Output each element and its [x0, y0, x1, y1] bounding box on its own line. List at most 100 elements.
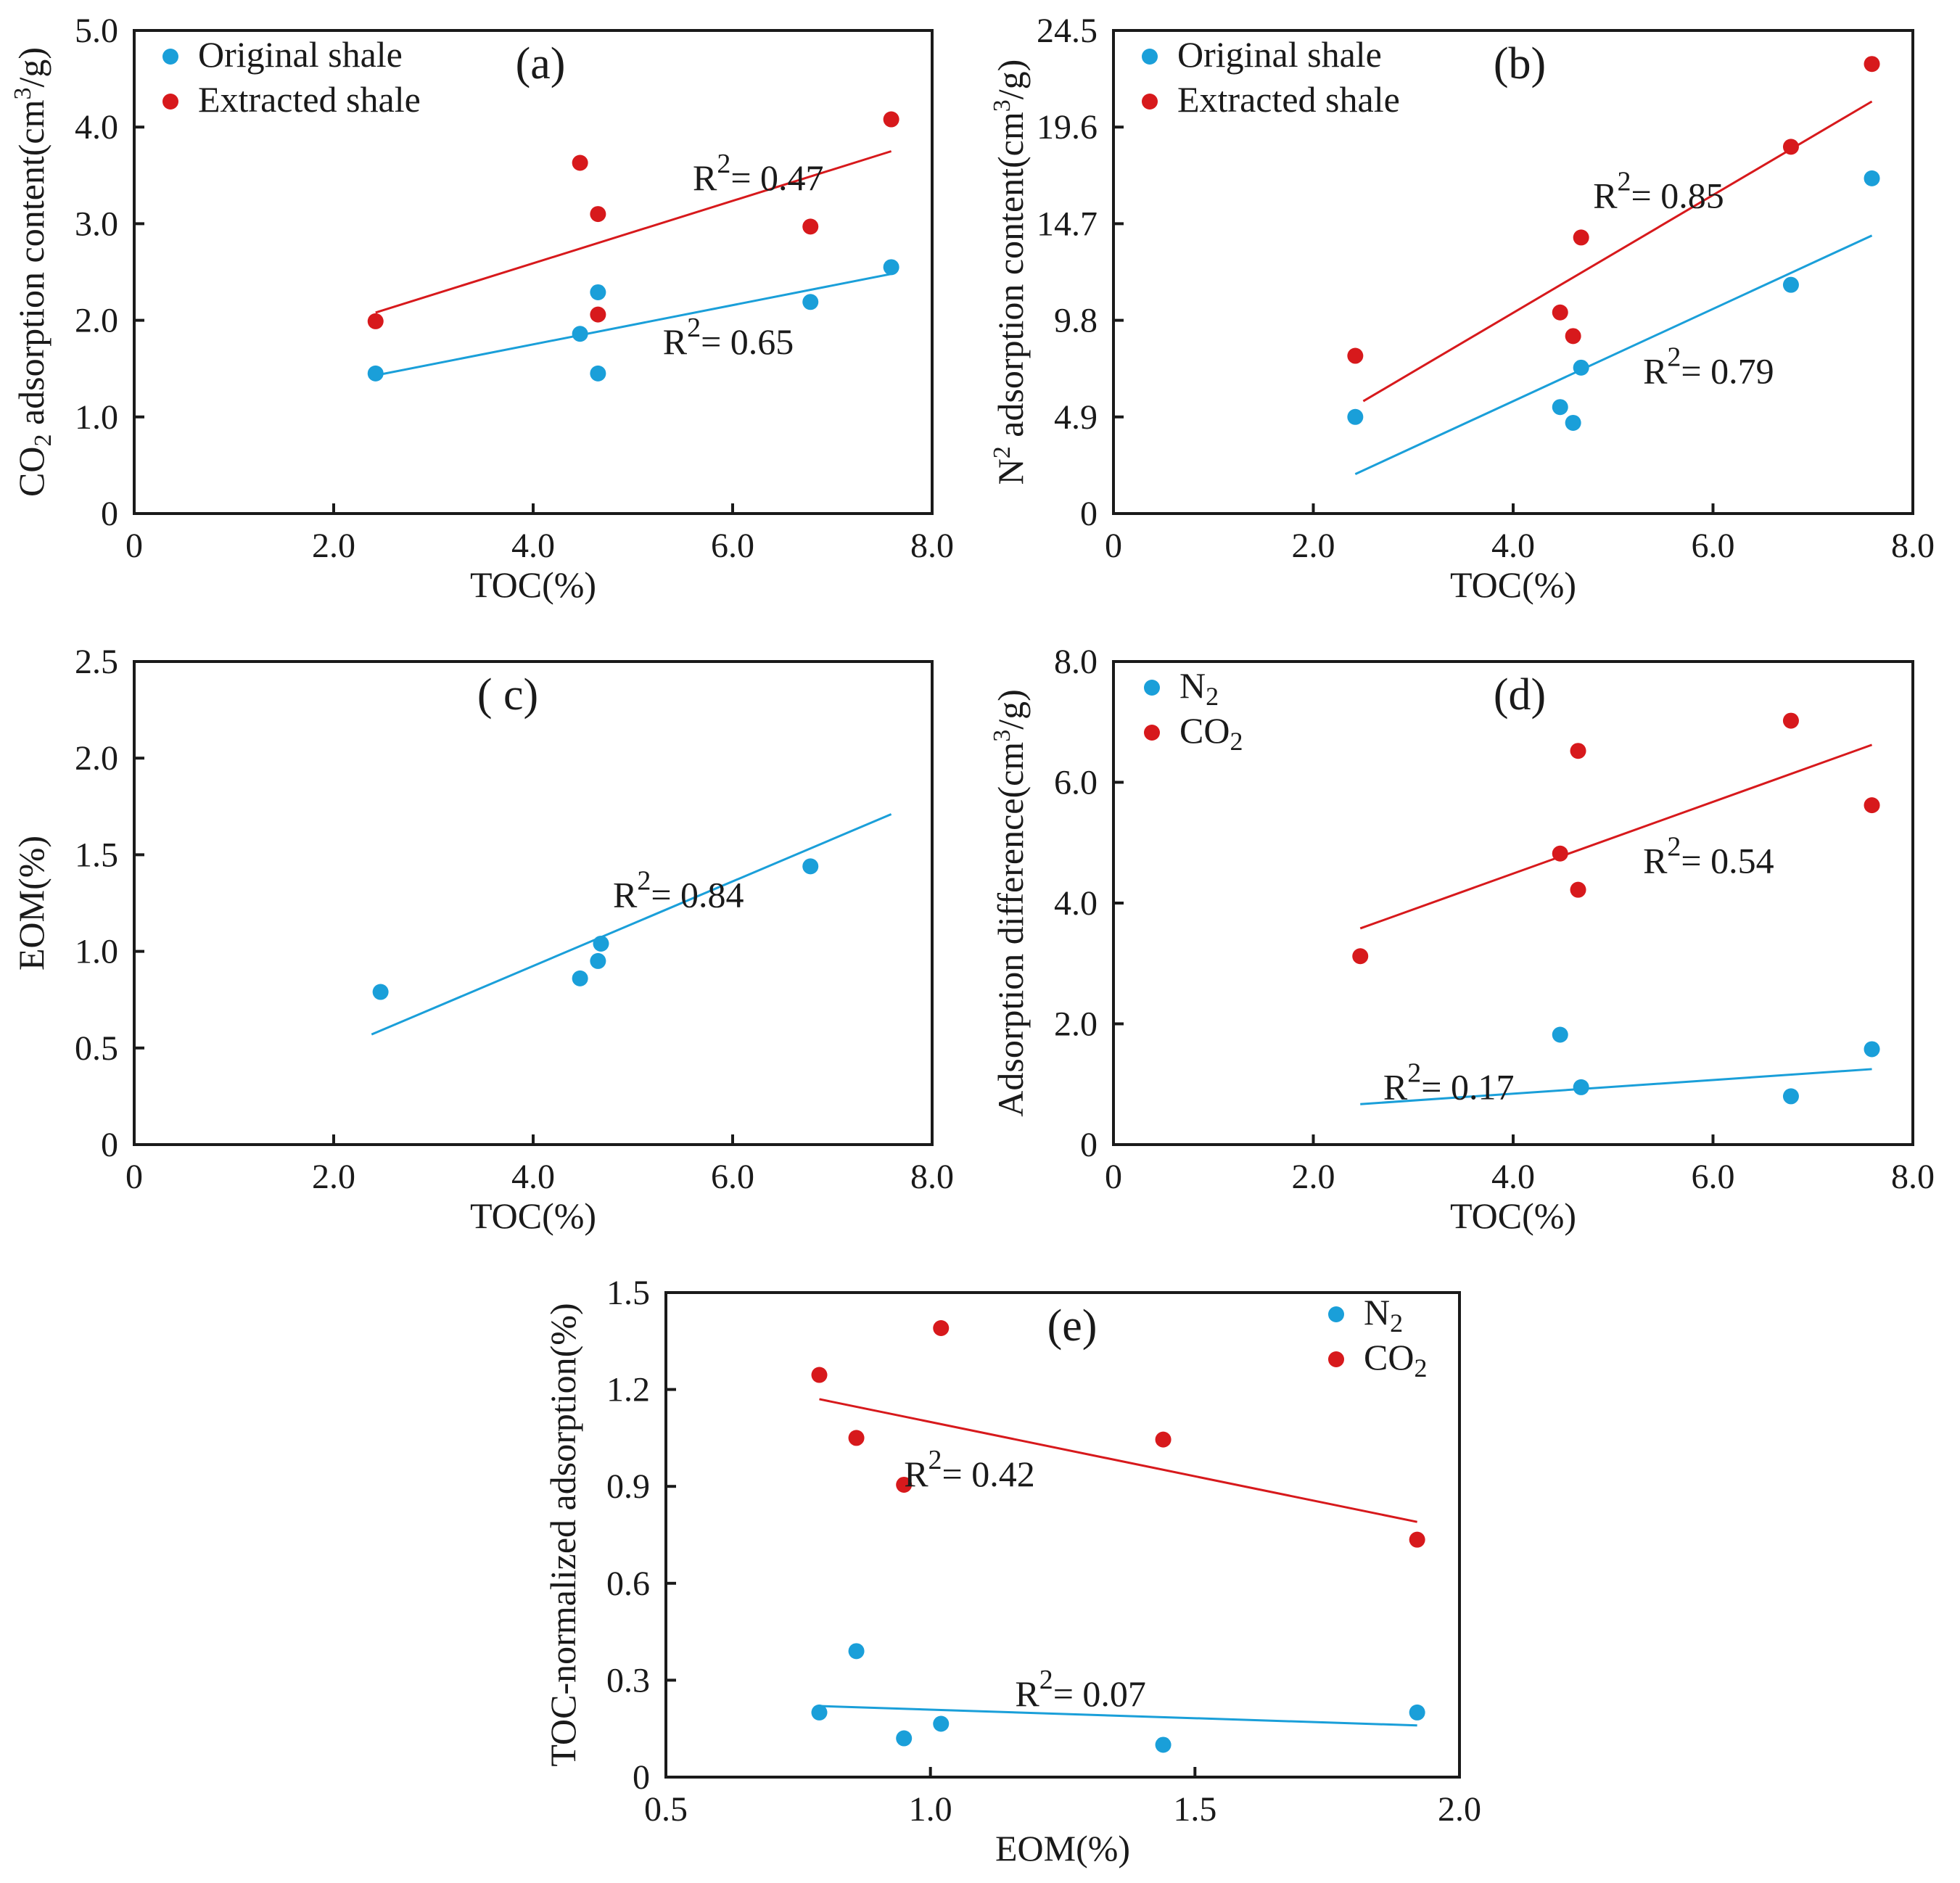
x-tick-label: 4.0	[511, 1158, 555, 1196]
y-tick-label: 1.5	[606, 1274, 650, 1312]
chart-panel-b: 0 2.0 4.0 6.0 8.0 0 4.9 9.8 14.7 19.6 24.5 TOC(%) N2…	[989, 12, 1935, 605]
fit-line-co2	[819, 1398, 1417, 1523]
data-point	[1782, 712, 1799, 729]
legend-marker	[1142, 94, 1158, 110]
plot-frame	[664, 1291, 1461, 1779]
data-point	[593, 935, 609, 952]
x-tick-label: 1.0	[909, 1790, 952, 1829]
data-point	[1565, 328, 1581, 345]
data-point	[896, 1730, 913, 1747]
data-point	[1864, 1041, 1880, 1058]
y-tick-label: 1.0	[75, 398, 118, 437]
y-tick-label: 4.9	[1054, 398, 1098, 437]
data-point	[1552, 399, 1568, 416]
legend-label: CO2	[1179, 710, 1243, 756]
data-point	[802, 294, 819, 310]
r-squared-label: R2= 0.42	[904, 1445, 1035, 1494]
data-point	[1155, 1736, 1172, 1753]
y-tick-label: 19.6	[1037, 108, 1098, 147]
data-point	[1570, 743, 1586, 759]
x-tick-label: 0	[125, 527, 143, 565]
legend-marker	[162, 49, 178, 65]
x-tick-label: 8.0	[1891, 527, 1935, 565]
data-point	[802, 218, 819, 235]
data-point	[590, 365, 606, 382]
y-tick-label: 4.0	[1054, 884, 1098, 923]
y-tick-label: 0.5	[75, 1029, 118, 1068]
legend-marker	[1144, 725, 1160, 741]
x-tick-label: 8.0	[910, 1158, 954, 1196]
y-axis-label: Adsorption difference(cm3/g)	[989, 689, 1031, 1117]
legend-label: CO2	[1364, 1337, 1427, 1383]
y-tick-label: 2.5	[75, 643, 118, 681]
x-tick-label: 8.0	[910, 527, 954, 565]
x-tick-label: 0	[125, 1158, 143, 1196]
data-point	[1864, 797, 1880, 814]
data-point	[572, 326, 588, 342]
legend-marker	[1328, 1306, 1344, 1322]
data-point	[1782, 1088, 1799, 1105]
data-point	[572, 154, 588, 171]
x-axis-label: TOC(%)	[470, 564, 596, 605]
data-point	[933, 1319, 950, 1336]
data-point	[883, 259, 899, 276]
data-point	[1347, 408, 1364, 425]
x-tick-label: 2.0	[1438, 1790, 1481, 1829]
fit-line-n2	[1360, 1068, 1872, 1105]
y-tick-label: 0.6	[606, 1565, 650, 1603]
data-point	[1552, 1026, 1568, 1043]
legend-label: Original shale	[1177, 34, 1382, 75]
data-point	[933, 1715, 950, 1732]
y-tick-label: 1.2	[606, 1371, 650, 1409]
data-point	[367, 313, 384, 329]
y-tick-label: 14.7	[1037, 205, 1098, 243]
panel-label: (d)	[1494, 670, 1546, 720]
legend-marker	[1144, 680, 1160, 696]
fit-line-co2	[1359, 743, 1873, 930]
data-point	[590, 206, 606, 223]
data-point	[590, 306, 606, 323]
legend-marker	[1328, 1351, 1344, 1367]
data-point	[590, 284, 606, 300]
y-axis-label: TOC-normalized adsorption(%)	[543, 1303, 583, 1766]
r-squared-label: R2= 0.84	[613, 865, 744, 915]
legend-marker	[162, 94, 178, 110]
data-point	[1409, 1531, 1425, 1548]
x-tick-label: 8.0	[1891, 1158, 1935, 1196]
data-point	[372, 984, 389, 1000]
data-point	[802, 858, 819, 875]
legend-label: N2	[1364, 1292, 1403, 1338]
data-point	[1864, 56, 1880, 73]
y-tick-label: 0	[101, 1126, 118, 1164]
x-tick-label: 0	[1105, 1158, 1122, 1196]
chart-panel-e: 0.5 1.0 1.5 2.0 0 0.3 0.6 0.9 1.2 1.5 EOM(%) TOC-no…	[543, 1274, 1481, 1868]
x-tick-label: 2.0	[312, 1158, 355, 1196]
data-point	[1782, 139, 1799, 155]
data-point	[1573, 1079, 1589, 1095]
data-point	[1347, 347, 1364, 364]
y-tick-label: 24.5	[1037, 12, 1098, 50]
y-tick-label: 3.0	[75, 205, 118, 243]
x-axis-label: TOC(%)	[470, 1195, 596, 1236]
legend-label: Original shale	[198, 34, 403, 75]
data-point	[1552, 304, 1568, 321]
data-point	[848, 1643, 865, 1660]
r-squared-label: R2= 0.07	[1015, 1665, 1146, 1714]
data-point	[811, 1704, 828, 1721]
y-tick-label: 2.0	[1054, 1005, 1098, 1044]
x-tick-label: 2.0	[1292, 527, 1335, 565]
data-point	[1570, 881, 1586, 898]
data-point	[1155, 1431, 1172, 1448]
x-tick-label: 6.0	[1692, 527, 1735, 565]
panel-label: (a)	[516, 39, 566, 88]
x-axis-label: TOC(%)	[1450, 564, 1576, 605]
r-squared-label: R2= 0.79	[1643, 342, 1774, 392]
y-tick-label: 6.0	[1054, 764, 1098, 802]
x-tick-label: 6.0	[711, 527, 754, 565]
x-tick-label: 6.0	[711, 1158, 754, 1196]
y-tick-label: 4.0	[75, 108, 118, 147]
x-tick-label: 2.0	[1292, 1158, 1335, 1196]
y-axis-label: EOM(%)	[11, 836, 52, 971]
x-tick-label: 0	[1105, 527, 1122, 565]
